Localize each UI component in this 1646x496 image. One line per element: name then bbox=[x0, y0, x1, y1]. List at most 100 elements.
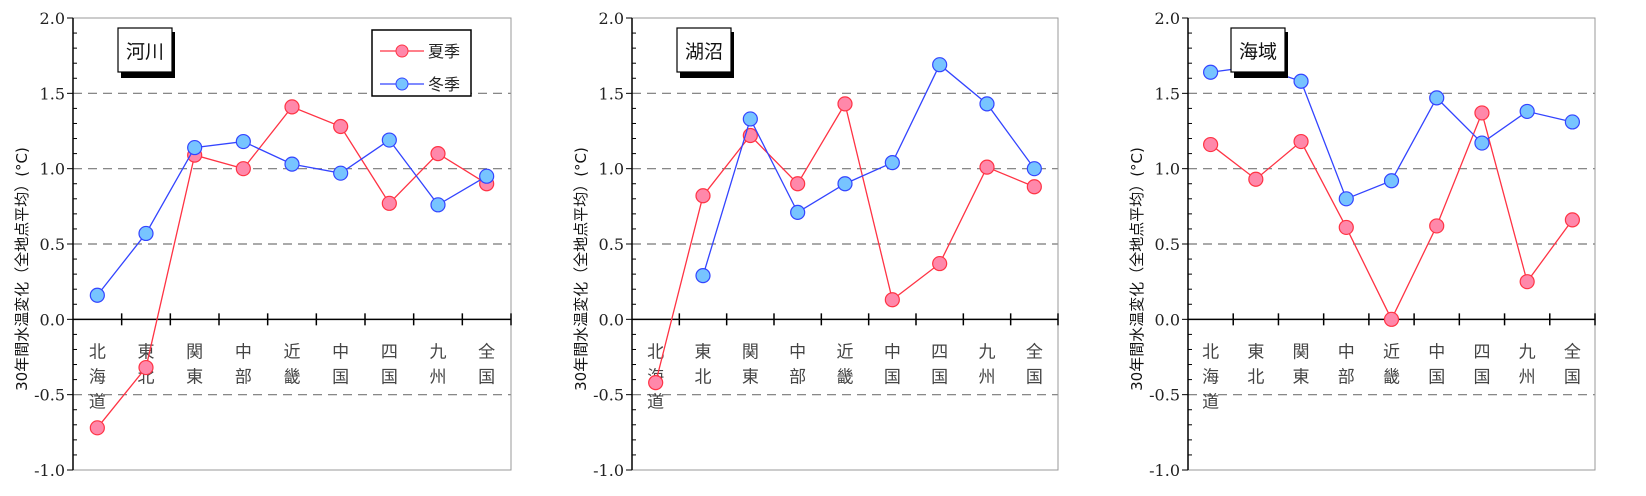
y-tick-label: 1.5 bbox=[1155, 84, 1180, 103]
y-tick-label: -0.5 bbox=[1149, 386, 1180, 405]
data-point bbox=[1026, 161, 1042, 177]
series-summer bbox=[648, 96, 1042, 391]
data-point bbox=[138, 359, 154, 376]
data-point bbox=[932, 255, 948, 272]
x-tick-label: 近畿 bbox=[284, 342, 301, 387]
title-box bbox=[676, 27, 732, 73]
data-point bbox=[333, 118, 349, 135]
y-axis-title: 30年間水温変化（全地点平均）(°C) bbox=[13, 147, 31, 391]
data-point bbox=[479, 168, 495, 184]
y-tick-label: 0.0 bbox=[1155, 310, 1180, 329]
y-tick-label: 1.0 bbox=[1155, 160, 1180, 179]
data-point bbox=[648, 375, 664, 391]
chart-panel-1: 2.01.51.00.50.0-0.5-1.0北海道東北関東中部近畿中国四国九州… bbox=[572, 9, 1059, 480]
y-tick-label: -1.0 bbox=[34, 461, 65, 480]
data-point bbox=[1248, 171, 1264, 187]
x-tick-label: 全国 bbox=[1564, 342, 1581, 387]
legend-label: 冬季 bbox=[428, 75, 460, 94]
x-tick-label: 北海道 bbox=[1202, 342, 1219, 412]
panel-title: 湖沼 bbox=[685, 41, 723, 63]
data-point bbox=[138, 225, 154, 242]
y-tick-label: 1.5 bbox=[40, 84, 65, 103]
x-tick-label: 関東 bbox=[742, 342, 759, 387]
y-tick-label: 0.0 bbox=[599, 310, 624, 329]
data-point bbox=[790, 176, 806, 192]
data-point bbox=[1383, 311, 1400, 327]
data-point bbox=[187, 139, 203, 156]
x-tick-label: 四国 bbox=[1473, 342, 1490, 387]
data-point bbox=[979, 96, 995, 112]
chart-panel-2: 2.0 1.5 1.0 0.5 0.0 -0.5 -1.0 北海道 東北関東中部近畿中国四国九州… bbox=[1128, 9, 1596, 480]
x-tick-label: 九州 bbox=[1519, 342, 1536, 387]
x-tick-label: 全国 bbox=[1026, 342, 1043, 387]
series-line bbox=[1210, 110, 1573, 321]
x-tick-label: 中国 bbox=[884, 342, 901, 387]
data-point bbox=[333, 165, 349, 181]
data-point bbox=[430, 197, 446, 213]
data-point bbox=[1026, 179, 1042, 195]
y-tick-label: 1.5 bbox=[599, 84, 624, 103]
y-axis-title: 30年間水温変化（全地点平均）(°C) bbox=[572, 147, 590, 391]
data-point bbox=[1293, 133, 1309, 150]
x-tick-label: 中部 bbox=[1338, 342, 1355, 387]
data-point bbox=[235, 161, 251, 177]
y-tick-label: -0.5 bbox=[593, 386, 624, 405]
data-point bbox=[979, 159, 995, 175]
data-point bbox=[742, 111, 758, 127]
data-point bbox=[837, 176, 853, 192]
data-point bbox=[695, 268, 711, 284]
x-tick-label: 東北 bbox=[695, 342, 712, 387]
data-point bbox=[1383, 173, 1400, 189]
x-tick-label: 中部 bbox=[789, 342, 806, 387]
data-point bbox=[1564, 212, 1580, 228]
y-tick-label: 0.5 bbox=[599, 235, 624, 254]
data-point bbox=[235, 133, 251, 150]
y-tick-label: 0.5 bbox=[40, 235, 65, 254]
data-point bbox=[1564, 114, 1580, 130]
y-axis-title: 30年間水温変化（全地点平均）(°C) bbox=[1128, 147, 1146, 391]
y-tick-label: 0.0 bbox=[40, 310, 65, 329]
x-tick-label: 関東 bbox=[1293, 342, 1310, 387]
legend-marker bbox=[395, 77, 409, 91]
data-point bbox=[89, 420, 105, 436]
data-point bbox=[884, 155, 900, 171]
data-point bbox=[1519, 103, 1535, 120]
data-point bbox=[837, 96, 853, 112]
data-point bbox=[884, 292, 900, 308]
x-tick-label: 四国 bbox=[381, 342, 398, 387]
y-tick-label: -1.0 bbox=[593, 461, 624, 480]
data-point bbox=[1338, 219, 1354, 236]
y-tick-label: 2.0 bbox=[599, 9, 624, 28]
panel-title: 河川 bbox=[126, 41, 164, 63]
data-point bbox=[1429, 218, 1445, 234]
data-point bbox=[1338, 191, 1354, 207]
data-point bbox=[1203, 64, 1219, 80]
series-winter bbox=[695, 57, 1042, 284]
data-point bbox=[284, 99, 300, 115]
series-winter bbox=[89, 132, 495, 303]
data-point bbox=[1474, 135, 1490, 151]
x-tick-label: 九州 bbox=[430, 342, 447, 387]
series-summer bbox=[1203, 105, 1580, 327]
data-point bbox=[284, 156, 300, 172]
data-point bbox=[1519, 274, 1535, 290]
x-tick-label: 東北 bbox=[1247, 342, 1264, 387]
x-tick-label: 近畿 bbox=[1383, 342, 1400, 387]
data-point bbox=[1293, 73, 1309, 89]
data-point bbox=[695, 188, 711, 204]
series-line bbox=[702, 63, 1035, 276]
y-tick-label: 1.0 bbox=[599, 160, 624, 179]
title-box bbox=[1230, 27, 1286, 73]
data-point bbox=[932, 57, 948, 73]
chart-panel-0: 2.01.51.00.50.0-0.5-1.0北海道東北関東中部近畿中国四国九州… bbox=[13, 9, 512, 480]
data-point bbox=[381, 195, 397, 211]
data-point bbox=[790, 204, 806, 220]
x-tick-label: 関東 bbox=[186, 342, 203, 387]
y-tick-label: 0.5 bbox=[1155, 235, 1180, 254]
y-tick-label: -1.0 bbox=[1149, 461, 1180, 480]
x-tick-label: 全国 bbox=[478, 342, 495, 387]
x-tick-label: 中国 bbox=[332, 342, 349, 387]
